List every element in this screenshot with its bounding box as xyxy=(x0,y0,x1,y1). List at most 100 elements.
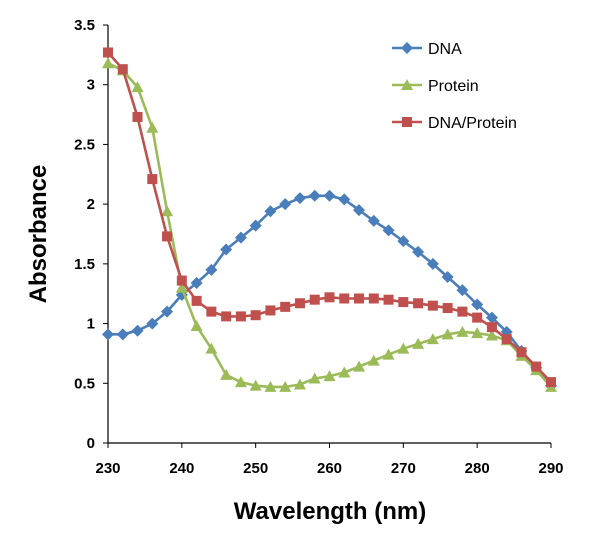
data-point xyxy=(472,312,483,323)
data-point xyxy=(175,281,188,293)
data-point xyxy=(308,372,321,384)
legend-item: DNA/Protein xyxy=(392,115,517,132)
data-point xyxy=(250,310,261,321)
x-tick-label: 230 xyxy=(95,460,120,477)
data-point xyxy=(279,198,292,211)
data-point xyxy=(367,354,380,366)
data-point xyxy=(162,231,173,242)
data-point xyxy=(176,275,187,286)
data-point xyxy=(338,193,351,206)
data-point xyxy=(131,81,144,93)
data-point xyxy=(280,301,291,312)
data-point xyxy=(354,293,365,304)
y-axis-title: Absorbance xyxy=(25,165,52,304)
data-point xyxy=(102,57,114,69)
data-point xyxy=(309,294,320,305)
y-tick-label: 2.5 xyxy=(74,136,95,153)
data-point xyxy=(234,231,247,244)
x-tick-label: 270 xyxy=(391,460,416,477)
legend: DNA Protein DNA/Protein xyxy=(392,41,517,132)
legend-label: Protein xyxy=(428,78,479,95)
data-point xyxy=(426,257,439,270)
data-point xyxy=(147,174,158,185)
x-ticks: 230 240 250 260 270 280 290 xyxy=(95,443,564,477)
series-line xyxy=(107,51,552,383)
data-point xyxy=(368,293,379,304)
data-point xyxy=(249,379,262,391)
series-protein xyxy=(102,57,557,392)
data-point xyxy=(353,204,366,217)
data-point xyxy=(485,329,498,341)
data-point xyxy=(220,368,233,380)
data-point xyxy=(249,219,262,232)
data-point xyxy=(456,325,469,337)
data-point xyxy=(382,348,395,360)
legend-item: DNA xyxy=(392,41,462,58)
data-point xyxy=(279,380,292,392)
x-tick-label: 250 xyxy=(243,460,268,477)
data-point xyxy=(206,306,217,317)
data-point xyxy=(146,121,159,133)
data-point xyxy=(426,333,439,345)
data-point xyxy=(397,235,410,248)
data-point xyxy=(471,298,484,311)
legend-label: DNA/Protein xyxy=(428,115,517,132)
series-dna-protein xyxy=(103,47,556,388)
y-tick-label: 0 xyxy=(87,435,95,452)
legend-item: Protein xyxy=(392,78,479,95)
data-point xyxy=(382,224,395,237)
data-point xyxy=(116,328,129,341)
y-tick-label: 2 xyxy=(87,196,95,213)
data-point xyxy=(308,189,321,202)
data-point xyxy=(546,377,556,388)
data-point xyxy=(264,380,277,392)
y-tick-label: 3 xyxy=(87,77,95,94)
data-point xyxy=(265,305,276,316)
data-point xyxy=(191,295,202,306)
data-point xyxy=(132,111,143,122)
data-point xyxy=(324,292,335,303)
data-point xyxy=(338,366,351,378)
data-point xyxy=(531,361,542,372)
data-point xyxy=(205,342,218,354)
data-point xyxy=(264,205,277,218)
legend-marker xyxy=(401,79,413,90)
x-tick-label: 280 xyxy=(465,460,490,477)
x-tick-label: 290 xyxy=(538,460,563,477)
x-tick-label: 240 xyxy=(169,460,194,477)
y-tick-label: 1 xyxy=(87,316,95,333)
y-ticks: 0 0.5 1 1.5 2 2.5 3 3.5 xyxy=(74,17,108,452)
data-point xyxy=(205,263,218,276)
x-tick-label: 260 xyxy=(317,460,342,477)
data-point xyxy=(234,376,247,388)
data-point xyxy=(323,370,336,382)
series-line xyxy=(108,194,553,387)
data-point xyxy=(221,311,232,322)
y-tick-label: 1.5 xyxy=(74,256,95,273)
x-axis-title: Wavelength (nm) xyxy=(234,498,426,525)
y-tick-label: 3.5 xyxy=(74,17,95,34)
data-point xyxy=(294,298,305,309)
data-point xyxy=(397,342,410,354)
data-point xyxy=(413,298,424,309)
data-point xyxy=(383,294,394,305)
data-point xyxy=(412,245,425,258)
series-dna xyxy=(102,189,557,392)
data-point xyxy=(412,337,425,349)
data-point xyxy=(190,319,203,331)
data-point xyxy=(131,324,144,337)
data-point xyxy=(501,334,512,345)
data-point xyxy=(427,300,438,311)
legend-label: DNA xyxy=(428,41,462,58)
data-point xyxy=(161,305,174,318)
data-point xyxy=(146,317,159,330)
data-point xyxy=(398,297,409,308)
data-point xyxy=(220,243,233,256)
data-point xyxy=(102,328,114,341)
data-point xyxy=(516,347,527,358)
data-point xyxy=(293,192,306,205)
data-point xyxy=(339,293,350,304)
data-point xyxy=(190,276,203,289)
data-point xyxy=(103,47,113,58)
